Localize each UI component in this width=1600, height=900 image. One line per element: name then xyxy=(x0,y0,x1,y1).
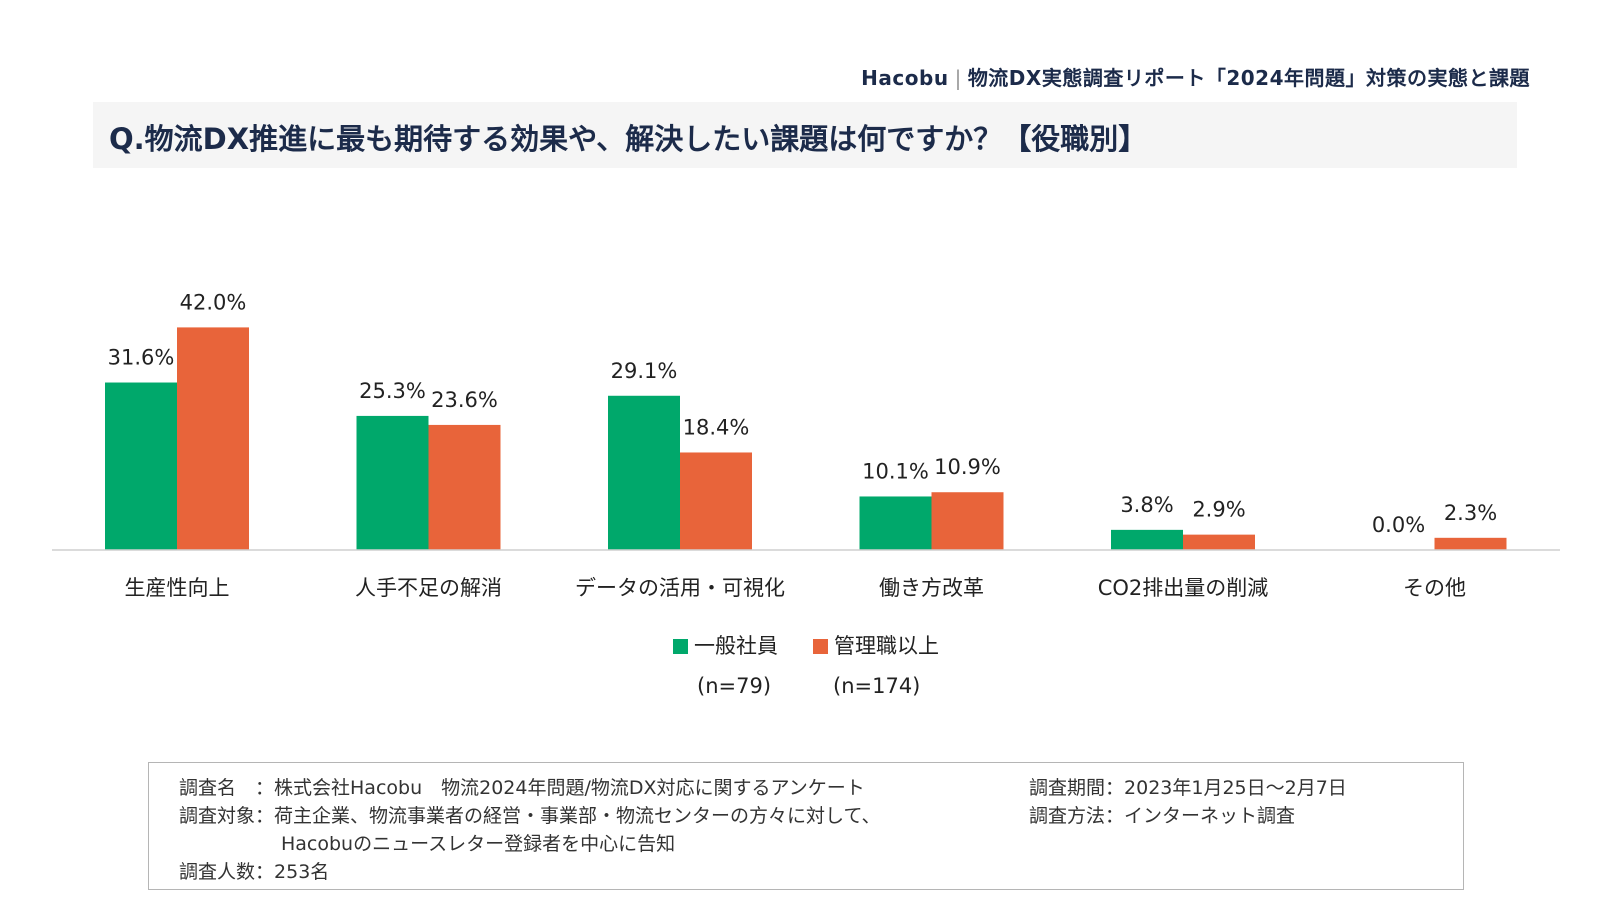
category-label-0: 生産性向上 xyxy=(125,576,230,600)
survey-target-value-1: 荷主企業、物流事業者の経営・事業部・物流センターの方々に対して、 xyxy=(274,805,881,827)
category-label-1: 人手不足の解消 xyxy=(355,576,502,600)
report-title: 物流DX実態調査リポート「2024年問題」対策の実態と課題 xyxy=(967,66,1530,90)
data-label-4-1: 2.9% xyxy=(1192,498,1245,522)
category-label-4: CO2排出量の削減 xyxy=(1098,576,1269,600)
bar-2-1 xyxy=(680,452,752,550)
category-label-2: データの活用・可視化 xyxy=(575,576,785,600)
data-label-1-1: 23.6% xyxy=(431,388,498,412)
survey-name-label: 調査名 ： xyxy=(179,777,275,799)
survey-period-row: 調査期間：2023年1月25日〜2月7日 xyxy=(1029,773,1347,800)
report-header: Hacobu | 物流DX実態調査リポート「2024年問題」対策の実態と課題 xyxy=(861,62,1530,91)
bar-1-1 xyxy=(428,424,501,550)
legend-swatch-series-0 xyxy=(673,639,688,654)
bar-0-0 xyxy=(105,382,177,550)
survey-method-value: インターネット調査 xyxy=(1124,805,1296,827)
data-label-5-0: 0.0% xyxy=(1372,513,1425,537)
legend-swatch-series-1 xyxy=(813,639,828,654)
brand-name: Hacobu xyxy=(861,66,949,90)
legend-item-series-1: 管理職以上 xyxy=(813,630,939,660)
survey-period-label: 調査期間： xyxy=(1029,777,1125,799)
bar-3-0 xyxy=(859,496,932,550)
survey-info-box: 調査名 ：株式会社Hacobu 物流2024年問題/物流DX対応に関するアンケー… xyxy=(148,762,1464,890)
survey-count-value: 253名 xyxy=(274,861,330,883)
bar-1-0 xyxy=(356,415,429,550)
bar-chart: 31.6% 42.0% 生産性向上 25.3% 23.6% 人手不足の解消 29.1% 18.… xyxy=(52,290,1560,600)
data-label-2-1: 18.4% xyxy=(683,415,750,439)
bar-5-1 xyxy=(1434,537,1507,550)
survey-method-row: 調査方法：インターネット調査 xyxy=(1029,801,1295,828)
question-text: Q.物流DX推進に最も期待する効果や、解決したい課題は何ですか？【役職別】 xyxy=(109,122,1148,156)
bar-4-1 xyxy=(1183,534,1255,550)
survey-count-row: 調査人数：253名 xyxy=(179,857,329,884)
legend-item-series-0: 一般社員 xyxy=(673,630,778,660)
bar-3-1 xyxy=(931,492,1004,550)
legend-n-series-0: (n=79) xyxy=(697,674,772,698)
bar-2-0 xyxy=(608,395,680,550)
survey-name-row: 調査名 ：株式会社Hacobu 物流2024年問題/物流DX対応に関するアンケー… xyxy=(179,773,865,800)
legend-n-series-1: (n=174) xyxy=(833,674,921,698)
header-separator: | xyxy=(954,66,962,90)
bar-0-1 xyxy=(177,327,249,550)
survey-method-label: 調査方法： xyxy=(1029,805,1125,827)
legend-label-series-1: 管理職以上 xyxy=(834,634,939,658)
data-label-3-0: 10.1% xyxy=(862,459,929,483)
bar-4-0 xyxy=(1111,529,1183,550)
data-label-0-0: 31.6% xyxy=(108,346,175,370)
legend-label-series-0: 一般社員 xyxy=(694,634,778,658)
data-label-0-1: 42.0% xyxy=(180,290,247,314)
data-label-4-0: 3.8% xyxy=(1120,493,1173,517)
survey-count-label: 調査人数： xyxy=(179,861,275,883)
survey-target-label: 調査対象： xyxy=(179,805,275,827)
survey-target-row: 調査対象：荷主企業、物流事業者の経営・事業部・物流センターの方々に対して、 xyxy=(179,801,881,828)
survey-target-value-2: Hacobuのニュースレター登録者を中心に告知 xyxy=(281,833,676,855)
data-label-2-0: 29.1% xyxy=(611,359,678,383)
category-label-5: その他 xyxy=(1403,576,1466,600)
data-label-1-0: 25.3% xyxy=(359,379,426,403)
survey-name-value: 株式会社Hacobu 物流2024年問題/物流DX対応に関するアンケート xyxy=(274,777,865,799)
chart-legend: 一般社員 管理職以上 (n=79) (n=174) xyxy=(673,630,973,710)
survey-period-value: 2023年1月25日〜2月7日 xyxy=(1124,777,1347,799)
data-label-5-1: 2.3% xyxy=(1444,501,1497,525)
category-label-3: 働き方改革 xyxy=(879,576,984,600)
question-bar: Q.物流DX推進に最も期待する効果や、解決したい課題は何ですか？【役職別】 xyxy=(93,102,1517,168)
data-label-3-1: 10.9% xyxy=(934,455,1001,479)
